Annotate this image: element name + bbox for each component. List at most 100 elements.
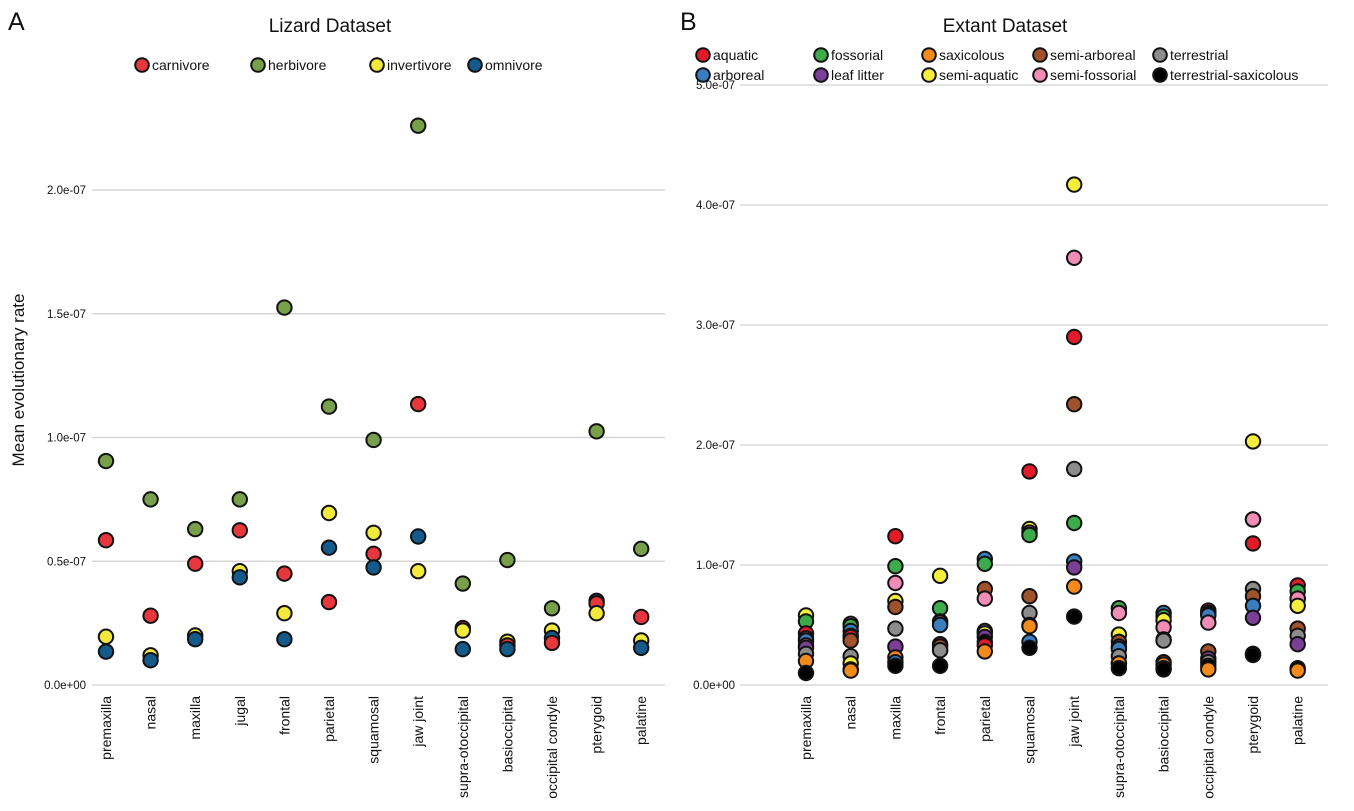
panel-a-title: Lizard Dataset [269, 16, 392, 37]
panel-a-letter: A [8, 8, 25, 36]
panel-a-xtick-label: jaw joint [410, 696, 426, 748]
panel-b-point-semi-fossorial [887, 574, 904, 592]
panel-b-point-fossorial [976, 555, 993, 572]
panel-b-point-terrestrial-saxicolous [1155, 661, 1172, 678]
panel-b-point-terrestrial [887, 620, 904, 637]
panel-b-point-terrestrial-saxicolous [1066, 608, 1083, 625]
panel-b-point-leaf-litter [1244, 609, 1262, 626]
panel-a-xtick-label: basioccipital [499, 696, 515, 772]
panel-a-point-omnivore [410, 528, 427, 545]
panel-b-xtick-label: parietal [977, 696, 993, 742]
panel-b-point-terrestrial-saxicolous [931, 657, 949, 674]
panel-a-xtick-label: jugal [232, 696, 248, 727]
panel-b-legend-label: fossorial [831, 47, 883, 63]
panel-a-point-omnivore [633, 639, 650, 657]
panel-a-point-omnivore [454, 640, 471, 658]
panel-a-legend-label: herbivore [268, 57, 327, 73]
panel-a-point-carnivore [543, 634, 561, 652]
panel-a-ytick-label: 0.0e+00 [44, 680, 86, 692]
panel-a-point-invertivore [276, 605, 293, 622]
panel-a-ytick-label: 1.0e-07 [47, 433, 86, 445]
panel-b-legend-marker [695, 67, 711, 83]
panel-b-legend-marker [1152, 67, 1168, 83]
panel-b-legend-label: arboreal [713, 67, 764, 83]
panel-a-ytick-label: 1.5e-07 [47, 309, 86, 321]
panel-a-point-herbivore [499, 551, 516, 569]
panel-b-point-semi-arboreal [1021, 588, 1038, 605]
panel-b-xtick-label: palatine [1290, 696, 1306, 745]
panel-b-xtick-label: supra-otoccipital [1111, 696, 1127, 798]
panel-b-xtick-label: maxilla [887, 696, 903, 740]
panel-b-legend-marker [813, 47, 829, 63]
panel-b-xtick-label: premaxilla [798, 696, 814, 760]
panel-a-xtick-label: maxilla [187, 696, 203, 740]
panel-a-legend-marker [369, 57, 385, 73]
panel-a-point-herbivore [231, 491, 249, 508]
panel-b-point-saxicolous [1289, 662, 1306, 679]
panel-b-ytick-label: 1.0e-07 [696, 560, 735, 572]
panel-a-legend-marker [250, 57, 266, 73]
panel-b-point-semi-aquatic [1289, 597, 1306, 614]
panel-b-point-saxicolous [842, 662, 859, 679]
panel-b-point-terrestrial-saxicolous [887, 657, 904, 674]
panel-b-legend-marker [695, 47, 711, 63]
panel-b-point-fossorial [887, 558, 904, 575]
panel-b-xtick-label: pterygoid [1245, 696, 1261, 754]
panel-a-ylabel: Mean evolutionary rate [9, 294, 28, 467]
panel-b-title: Extant Dataset [943, 16, 1068, 37]
panel-b-legend-label: leaf litter [831, 67, 884, 83]
panel-b-point-semi-fossorial [976, 590, 993, 607]
panel-b-legend-label: aquatic [713, 47, 758, 63]
panel-a-point-carnivore [365, 545, 382, 563]
panel-b-point-semi-aquatic [1244, 433, 1262, 450]
panel-b-ytick-label: 3.0e-07 [696, 320, 735, 332]
panel-b-legend-marker [921, 47, 937, 63]
panel-b-legend-label: semi-fossorial [1050, 67, 1136, 83]
panel-a-point-carnivore [142, 607, 159, 624]
panel-a-point-herbivore [365, 431, 382, 449]
panel-b-point-aquatic [1066, 328, 1083, 346]
panel-a-point-invertivore [97, 628, 115, 645]
panel-a-point-omnivore [365, 559, 382, 576]
panel-a-xtick-label: frontal [276, 696, 292, 735]
panel-a-point-invertivore [454, 622, 471, 639]
panel-b-point-saxicolous [976, 643, 993, 660]
panel-a-xtick-label: pterygoid [589, 696, 605, 754]
panel-a-point-omnivore [231, 569, 249, 586]
panel-b-point-semi-fossorial [1200, 614, 1217, 631]
panel-b-point-semi-arboreal [1066, 396, 1083, 413]
panel-b-point-aquatic [1021, 463, 1038, 480]
panel-b-point-terrestrial-saxicolous [1021, 639, 1038, 656]
panel-b-xtick-label: occipital condyle [1200, 696, 1216, 799]
panel-b-xtick-label: jaw joint [1066, 696, 1082, 748]
panel-b-letter: B [680, 8, 697, 36]
panel-b-point-terrestrial [1155, 632, 1172, 649]
panel-a-point-invertivore [365, 524, 382, 541]
panel-a-point-herbivore [276, 299, 293, 316]
panel-b-point-terrestrial-saxicolous [797, 664, 815, 682]
panel-b-point-terrestrial-saxicolous [1110, 660, 1128, 677]
panel-a-point-herbivore [320, 398, 338, 415]
panel-a-point-omnivore [320, 539, 338, 556]
panel-b-xtick-label: basioccipital [1156, 696, 1172, 772]
panel-b-legend-label: terrestrial [1170, 47, 1228, 63]
panel-a-xtick-label: occipital condyle [544, 696, 560, 799]
panel-a-xtick-label: supra-otoccipital [455, 696, 471, 798]
panel-a-legend-label: omnivore [485, 57, 543, 73]
panel-a-point-herbivore [588, 423, 605, 440]
panel-a-point-carnivore [633, 608, 650, 626]
panel-a-point-herbivore [454, 575, 471, 592]
panel-b-legend-label: saxicolous [939, 47, 1004, 63]
panel-b-point-fossorial [1066, 514, 1083, 532]
panel-b-point-fossorial [1021, 526, 1038, 544]
panel-a-ytick-label: 2.0e-07 [47, 185, 86, 197]
panel-a-legend-label: carnivore [152, 57, 210, 73]
panel-b-point-saxicolous [1200, 661, 1217, 678]
panel-b-ytick-label: 2.0e-07 [696, 440, 735, 452]
panel-a-point-carnivore [231, 522, 249, 539]
panel-b-legend-marker [1152, 47, 1168, 63]
panel-a-point-carnivore [410, 395, 427, 413]
panel-b-xtick-label: frontal [932, 696, 948, 735]
panel-b-point-arboreal [931, 616, 949, 634]
panel-b-legend-label: terrestrial-saxicolous [1170, 67, 1298, 83]
